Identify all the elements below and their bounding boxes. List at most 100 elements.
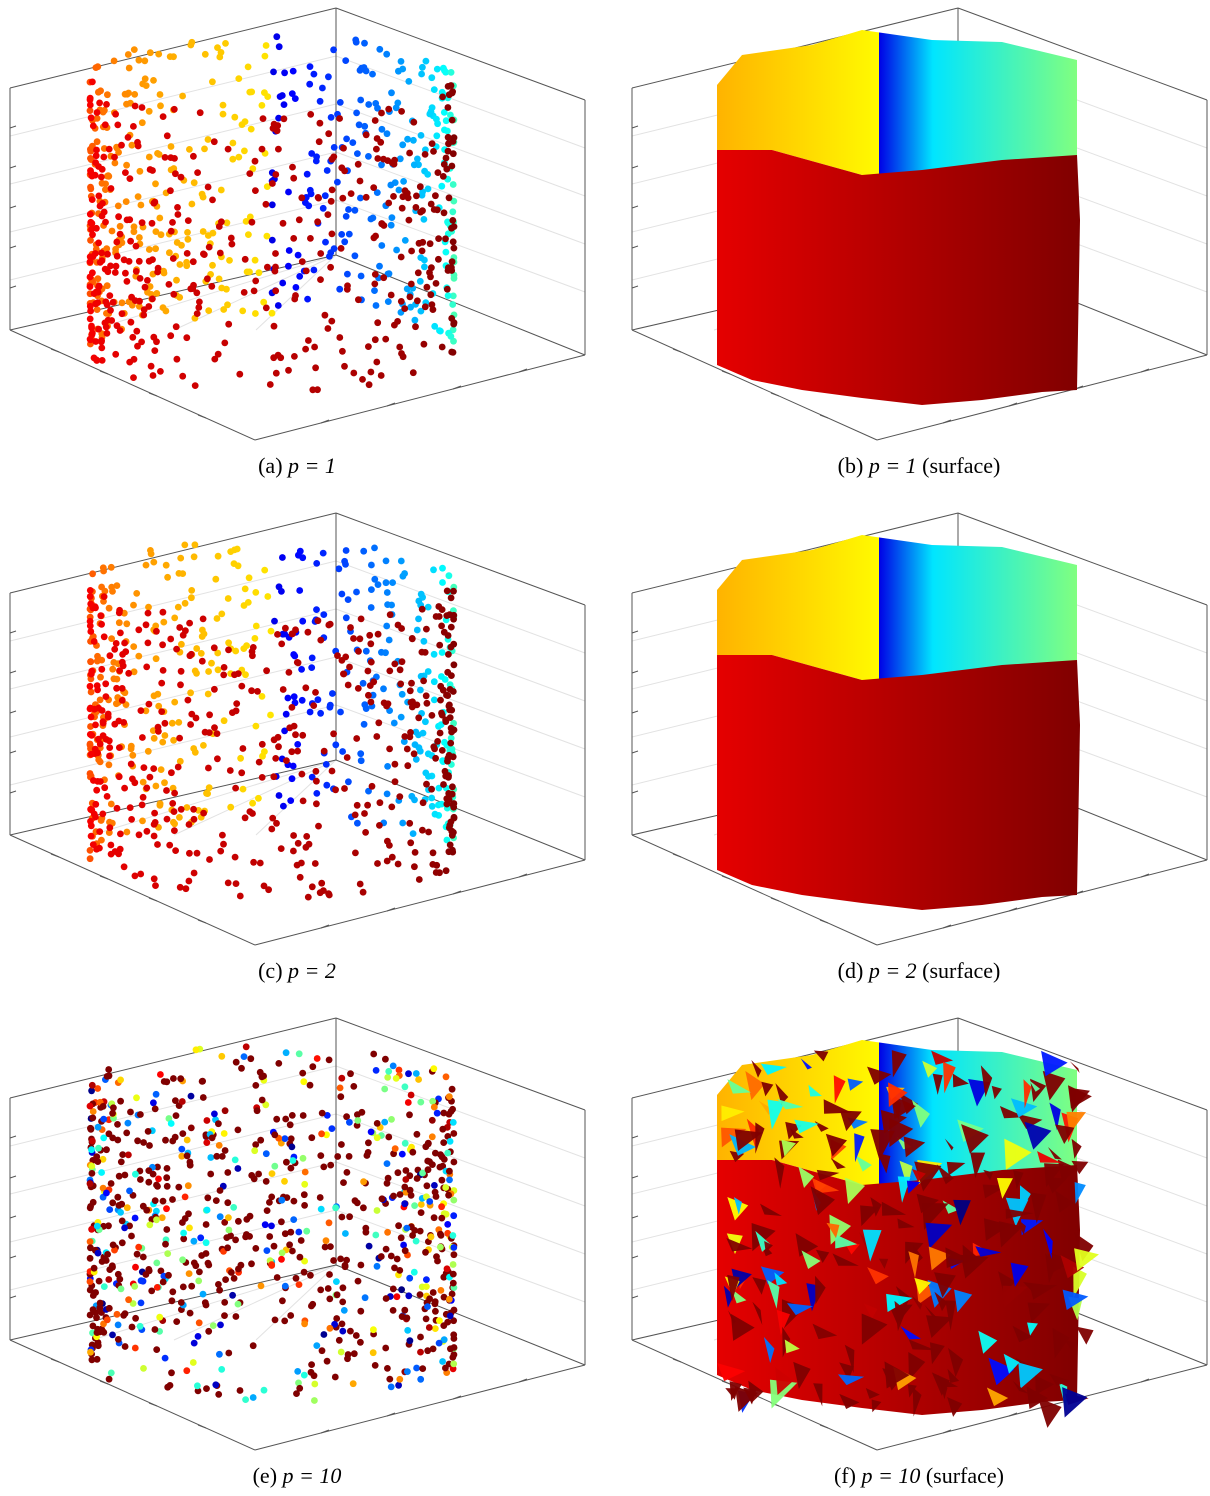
data-point — [121, 1224, 128, 1232]
data-point — [374, 319, 382, 327]
data-point — [247, 125, 255, 133]
data-point — [202, 1221, 210, 1228]
data-point — [102, 693, 110, 700]
data-point — [225, 1226, 233, 1234]
data-point — [373, 1207, 381, 1214]
data-point — [342, 561, 349, 568]
data-point — [399, 819, 407, 827]
data-point — [391, 760, 399, 768]
data-point — [328, 317, 336, 325]
surface-patch — [1030, 1192, 1047, 1224]
data-point — [194, 1387, 202, 1395]
data-point — [222, 40, 229, 47]
data-point — [121, 90, 129, 98]
data-point — [232, 1236, 240, 1244]
data-point — [100, 593, 108, 600]
data-point — [418, 605, 426, 613]
surface-patch — [991, 1085, 1002, 1100]
data-point — [106, 652, 114, 660]
data-point — [278, 1255, 285, 1263]
data-point — [424, 668, 432, 675]
data-point — [270, 736, 278, 744]
data-point — [440, 209, 448, 217]
data-point — [226, 767, 234, 774]
data-point — [174, 211, 182, 218]
data-point — [305, 202, 313, 210]
data-point — [397, 298, 405, 305]
outer-surface — [717, 655, 1080, 910]
data-point — [431, 1325, 439, 1332]
data-point — [422, 1143, 430, 1151]
data-point — [92, 300, 100, 308]
data-point — [434, 120, 441, 128]
data-point — [179, 1130, 187, 1137]
data-point — [382, 579, 390, 587]
data-point — [410, 136, 417, 144]
data-point — [221, 339, 229, 347]
data-point — [261, 748, 268, 755]
data-point — [425, 828, 432, 836]
data-point — [278, 1249, 286, 1257]
data-point — [427, 1233, 435, 1241]
data-point — [204, 690, 212, 698]
data-point — [355, 296, 362, 304]
data-point — [264, 263, 271, 271]
surface-patch — [867, 1066, 892, 1085]
data-point — [219, 110, 227, 118]
data-point — [273, 1274, 281, 1281]
axis-line — [9, 165, 17, 169]
data-point — [448, 1085, 456, 1093]
data-point — [326, 701, 334, 709]
data-point — [398, 204, 406, 212]
data-point — [211, 724, 218, 731]
data-point — [209, 261, 216, 269]
data-point — [367, 1128, 375, 1136]
data-point — [335, 1336, 343, 1344]
data-point — [199, 193, 207, 201]
data-point — [338, 1320, 346, 1328]
data-point — [391, 1264, 398, 1272]
data-point — [115, 609, 123, 617]
data-point — [357, 194, 364, 202]
surface-patch — [769, 1379, 798, 1409]
data-point — [215, 1391, 223, 1398]
data-point — [321, 311, 329, 319]
data-point — [125, 669, 133, 677]
data-point — [424, 1166, 432, 1174]
data-point — [168, 1297, 176, 1305]
data-point — [406, 687, 414, 695]
data-point — [262, 200, 270, 208]
data-point — [123, 278, 131, 285]
data-point — [93, 109, 101, 116]
data-point — [250, 287, 258, 295]
data-point — [185, 877, 193, 885]
data-point — [446, 1295, 453, 1303]
data-point — [383, 1160, 391, 1167]
data-point — [167, 635, 175, 643]
data-point — [135, 303, 143, 310]
data-point — [207, 1154, 215, 1161]
data-point — [171, 1133, 179, 1141]
data-point — [425, 773, 432, 780]
surface-patch — [800, 1058, 812, 1070]
data-point — [444, 147, 452, 155]
surface-patch — [844, 1177, 866, 1205]
data-point — [118, 1239, 126, 1247]
data-point — [446, 1312, 454, 1320]
data-point — [126, 175, 134, 183]
data-point — [330, 1257, 337, 1264]
data-point — [184, 1182, 192, 1190]
data-point — [393, 1293, 401, 1301]
data-point — [289, 67, 297, 75]
data-point — [382, 335, 390, 343]
surface-patch — [881, 1201, 907, 1216]
data-point — [442, 867, 450, 875]
data-point — [251, 635, 259, 642]
data-point — [395, 186, 403, 194]
axis-line — [1008, 402, 1018, 407]
data-point — [245, 231, 252, 239]
data-point — [187, 41, 195, 49]
data-point — [96, 1304, 104, 1312]
data-point — [294, 839, 302, 847]
data-point — [146, 166, 154, 173]
